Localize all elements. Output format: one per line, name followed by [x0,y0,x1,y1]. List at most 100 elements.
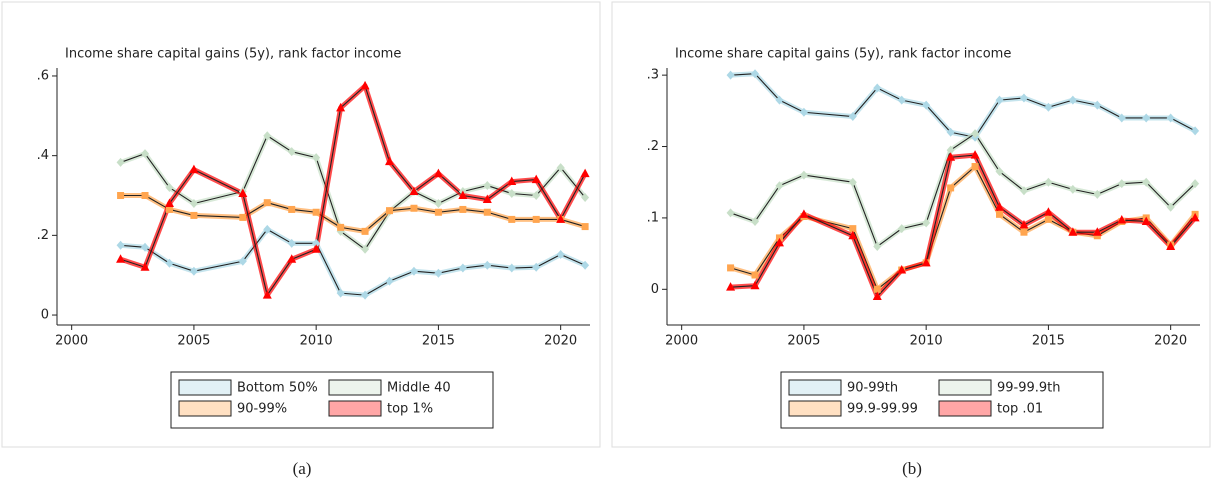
marker [532,215,540,223]
marker [311,244,321,253]
marker [1191,179,1200,189]
marker [775,95,784,105]
legend-label: top .01 [997,402,1043,417]
marker [336,288,345,298]
marker [385,156,395,166]
marker [238,188,248,198]
marker [1142,177,1151,187]
marker [312,153,321,163]
marker [1019,220,1029,229]
x-tick-label: 2000 [55,334,88,349]
marker [507,189,516,199]
x-tick-label: 2020 [1154,334,1187,349]
legend-swatch [328,400,382,417]
marker [117,192,125,200]
marker [799,209,809,218]
marker [1020,228,1028,236]
marker [1019,186,1028,196]
legend-swatch [178,379,232,396]
marker [897,265,907,274]
series-band [119,133,588,252]
marker [361,227,369,235]
marker [1166,113,1175,123]
legend-label: top 1% [387,402,433,417]
marker [1191,126,1200,136]
chart-title: Income share capital gains (5y), rank fa… [675,47,1011,62]
y-tick-label: .6 [37,68,49,83]
marker [189,266,198,276]
marker [775,181,784,191]
marker [287,238,296,248]
series-line [730,73,1196,138]
marker [1117,179,1126,189]
x-tick-label: 2010 [300,334,333,349]
x-tick-label: 2010 [910,334,943,349]
marker [1093,100,1102,110]
marker [263,199,271,207]
marker [263,224,272,234]
marker [508,215,516,223]
marker [263,131,272,141]
marker [409,266,418,276]
x-tick-label: 2000 [665,334,698,349]
marker [483,208,491,216]
marker [581,223,589,231]
marker [848,177,857,187]
marker [1117,113,1126,123]
marker [1068,184,1077,194]
marker [970,150,980,159]
marker [458,263,467,273]
marker [288,205,296,213]
marker [190,211,198,219]
marker [1166,202,1175,212]
marker [774,237,784,247]
marker [995,202,1005,211]
x-tick-label: 2005 [177,334,210,349]
marker [482,194,492,203]
marker [848,112,857,122]
marker [141,149,150,159]
marker [556,214,566,223]
marker [996,210,1004,218]
marker [312,208,320,216]
marker [361,244,370,254]
marker [897,224,906,234]
marker [531,174,541,184]
marker [1044,102,1053,112]
marker [751,271,759,279]
marker [287,147,296,157]
marker [946,145,955,155]
panel-label: (b) [902,459,922,478]
series-band [730,71,1197,140]
marker [897,95,906,105]
marker [434,198,443,208]
marker [995,167,1004,177]
marker [1093,232,1101,240]
marker [848,230,858,240]
marker [165,183,174,193]
marker [1141,216,1151,225]
y-tick-label: .3 [647,68,659,83]
marker [1068,95,1077,105]
marker [922,100,931,110]
x-tick-label: 2020 [544,334,577,349]
marker [1044,215,1052,223]
marker [361,290,370,300]
marker [360,80,370,90]
legend-swatch [938,400,992,417]
marker [434,208,442,216]
marker [580,168,590,178]
marker [995,95,1004,105]
y-tick-label: 0 [41,308,49,323]
legend-swatch [178,400,232,417]
marker [532,262,541,272]
marker [581,192,590,202]
marker [409,186,419,196]
marker [141,192,149,200]
marker [336,102,346,112]
marker [873,285,881,293]
marker [556,163,565,173]
panel-frame [611,1,1211,448]
legend-swatch [788,400,842,417]
series-band [119,83,588,298]
